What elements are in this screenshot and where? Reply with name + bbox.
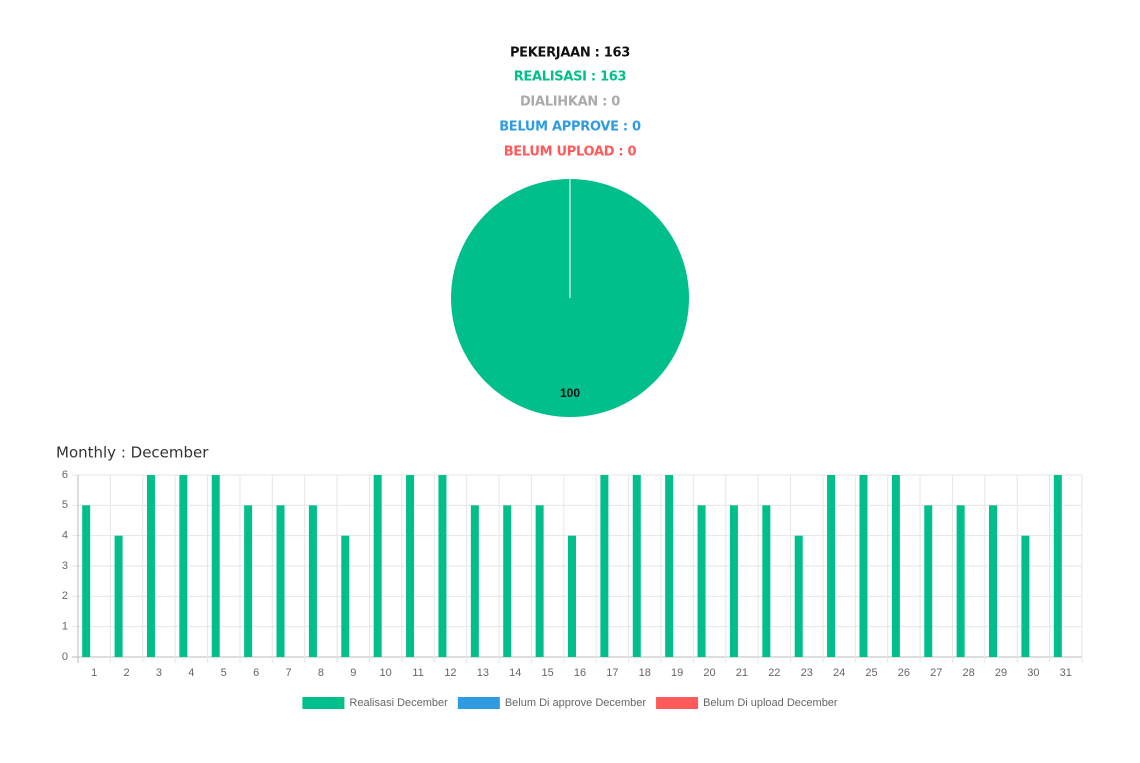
- bar: [827, 475, 836, 657]
- bar: [632, 475, 641, 657]
- y-tick-label: 4: [62, 530, 68, 542]
- bar: [82, 505, 91, 657]
- bar: [146, 475, 155, 657]
- legend-label: Belum Di approve December: [505, 697, 647, 709]
- x-tick-label: 7: [285, 667, 291, 679]
- bar: [211, 475, 220, 657]
- y-tick-label: 0: [62, 651, 68, 663]
- bar: [438, 475, 447, 657]
- x-tick-label: 27: [930, 667, 942, 679]
- x-tick-label: 16: [574, 667, 586, 679]
- y-tick-label: 6: [62, 469, 68, 481]
- bar: [244, 505, 253, 657]
- bar: [729, 505, 738, 657]
- bar: [762, 505, 771, 657]
- x-tick-label: 19: [671, 667, 683, 679]
- x-tick-label: 15: [541, 667, 553, 679]
- x-tick-label: 14: [509, 667, 521, 679]
- x-tick-label: 25: [865, 667, 877, 679]
- header-line: DIALIHKAN : 0: [520, 95, 620, 110]
- y-tick-label: 2: [62, 590, 68, 602]
- x-tick-label: 12: [444, 667, 456, 679]
- x-tick-label: 4: [188, 667, 194, 679]
- bar: [1053, 475, 1062, 657]
- x-tick-label: 31: [1060, 667, 1072, 679]
- bar: [568, 535, 576, 657]
- x-tick-label: 20: [703, 667, 715, 679]
- header-line: BELUM APPROVE : 0: [499, 120, 641, 135]
- y-tick-label: 5: [62, 499, 68, 511]
- chart-title: Monthly : December: [56, 444, 209, 462]
- x-tick-label: 6: [253, 667, 259, 679]
- bar: [503, 505, 512, 657]
- legend-swatch: [457, 697, 500, 709]
- bar: [794, 535, 803, 657]
- bar: [891, 475, 900, 657]
- bar: [179, 475, 188, 657]
- x-tick-label: 23: [801, 667, 813, 679]
- x-tick-label: 24: [833, 667, 845, 679]
- bar: [470, 505, 479, 657]
- x-tick-label: 17: [606, 667, 618, 679]
- bar: [373, 475, 382, 657]
- bar: [114, 535, 123, 657]
- header-line: BELUM UPLOAD : 0: [504, 145, 637, 160]
- bar: [859, 475, 868, 657]
- x-tick-label: 28: [963, 667, 975, 679]
- x-tick-label: 13: [477, 667, 489, 679]
- bar: [956, 505, 965, 657]
- legend-swatch: [302, 697, 345, 709]
- bar: [924, 505, 933, 657]
- bar: [600, 475, 609, 657]
- x-tick-label: 9: [350, 667, 356, 679]
- bar: [276, 505, 285, 657]
- legend-swatch: [656, 697, 699, 709]
- x-tick-label: 5: [221, 667, 227, 679]
- header-line: REALISASI : 163: [514, 70, 627, 85]
- y-tick-label: 1: [62, 621, 68, 633]
- x-tick-label: 29: [995, 667, 1007, 679]
- x-tick-label: 8: [318, 667, 324, 679]
- x-tick-label: 11: [412, 667, 423, 679]
- bar: [406, 475, 415, 657]
- x-tick-label: 10: [380, 667, 392, 679]
- header-line: PEKERJAAN : 163: [510, 46, 630, 61]
- bar: [308, 505, 317, 657]
- bar: [665, 475, 674, 657]
- x-tick-label: 26: [898, 667, 910, 679]
- x-tick-label: 22: [768, 667, 780, 679]
- bar: [697, 505, 706, 657]
- x-tick-label: 1: [91, 667, 97, 679]
- x-tick-label: 2: [124, 667, 130, 679]
- legend-label: Realisasi December: [349, 697, 448, 709]
- bar: [535, 505, 544, 657]
- y-tick-label: 3: [62, 560, 68, 572]
- slice-label: 100: [560, 386, 580, 400]
- x-tick-label: 21: [736, 667, 748, 679]
- x-tick-label: 3: [156, 667, 162, 679]
- bar: [1021, 535, 1030, 657]
- x-tick-label: 30: [1027, 667, 1039, 679]
- bar: [989, 505, 998, 657]
- legend-label: Belum Di upload December: [703, 697, 838, 709]
- bar: [341, 535, 350, 657]
- x-tick-label: 18: [639, 667, 651, 679]
